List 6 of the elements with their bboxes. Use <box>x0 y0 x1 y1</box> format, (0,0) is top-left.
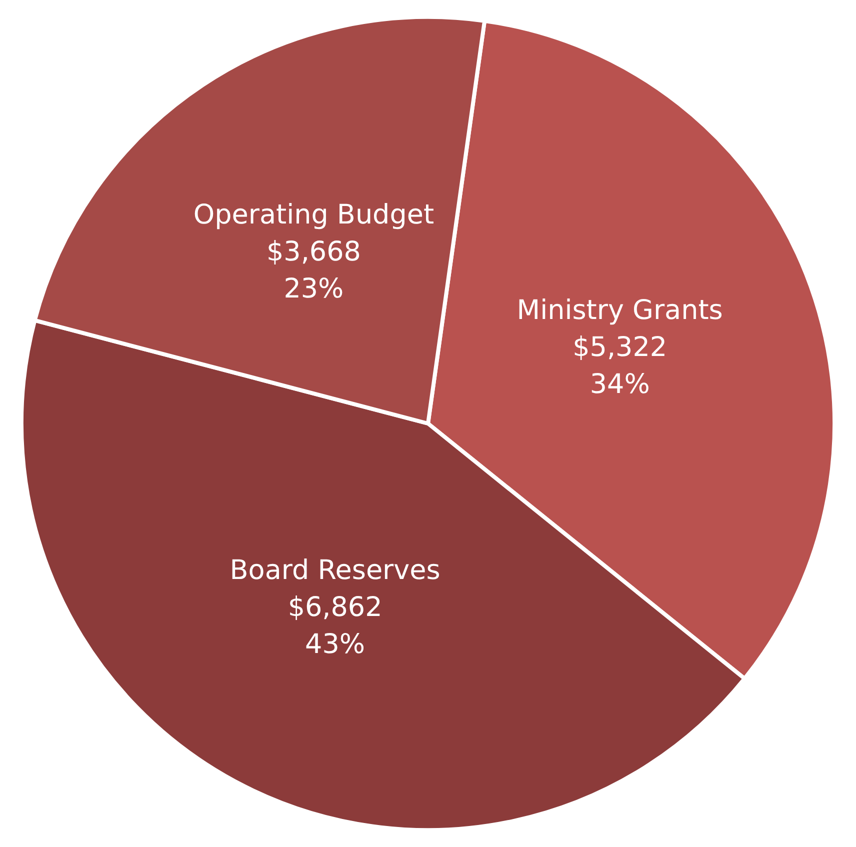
slice-label: Operating Budget <box>193 199 434 230</box>
data-label: $6,862 43% <box>288 592 382 660</box>
slice-label: Board Reserves <box>230 555 440 586</box>
data-label: $5,322 34% <box>572 332 668 400</box>
slice-label: Ministry Grants <box>516 295 723 326</box>
data-label: $3,668 23% <box>266 236 361 304</box>
